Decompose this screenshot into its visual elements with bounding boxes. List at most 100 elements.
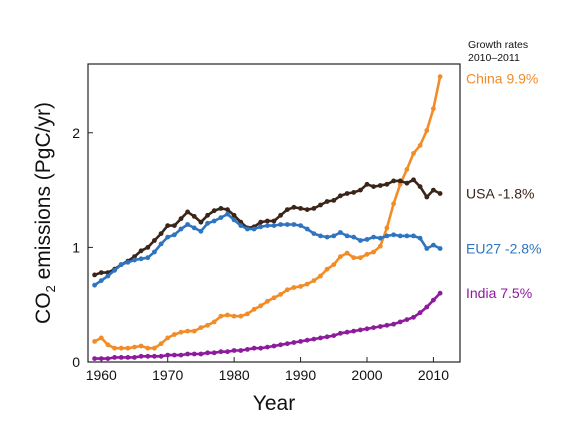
data-point-india (298, 339, 303, 344)
data-point-india (112, 355, 117, 360)
data-point-india (92, 356, 97, 361)
data-point-eu27 (437, 246, 443, 251)
data-point-usa (437, 191, 443, 196)
data-point-usa (291, 204, 297, 210)
data-point-china (391, 201, 396, 207)
data-point-india (431, 297, 436, 303)
data-point-india (364, 326, 370, 332)
data-point-eu27 (311, 231, 317, 237)
data-point-usa (138, 248, 144, 254)
data-point-usa (284, 207, 290, 213)
data-point-india (211, 350, 217, 356)
data-point-china (291, 285, 297, 290)
data-point-india (265, 344, 270, 350)
data-point-usa (185, 209, 191, 215)
data-point-china (338, 254, 343, 259)
data-point-india (384, 322, 390, 328)
data-point-china (304, 281, 310, 287)
data-point-china (138, 343, 144, 349)
data-point-eu27 (384, 233, 390, 239)
data-point-india (258, 345, 264, 351)
data-point-eu27 (284, 222, 290, 227)
data-point-india (158, 353, 164, 359)
data-point-usa (278, 212, 283, 218)
data-point-eu27 (431, 242, 436, 248)
data-point-usa (384, 181, 390, 187)
legend-label-eu27: EU27 -2.8% (466, 241, 541, 257)
data-point-india (231, 348, 237, 353)
data-point-india (251, 345, 257, 351)
data-point-usa (271, 218, 277, 224)
data-point-india (324, 334, 330, 340)
data-point-eu27 (165, 234, 171, 240)
data-point-eu27 (404, 233, 410, 239)
data-point-usa (404, 180, 410, 186)
data-point-india (178, 352, 184, 358)
y-axis-title-main: CO (32, 292, 55, 324)
data-point-usa (298, 206, 303, 211)
data-point-usa (218, 206, 224, 211)
data-point-india (331, 333, 337, 338)
data-point-eu27 (265, 223, 270, 229)
data-point-eu27 (205, 220, 211, 226)
data-point-usa (205, 212, 211, 218)
data-point-india (185, 351, 191, 357)
data-point-eu27 (397, 233, 403, 239)
data-point-eu27 (105, 273, 111, 279)
series-china (92, 74, 443, 351)
plot-frame (87, 63, 461, 363)
data-point-usa (331, 198, 337, 203)
data-point-india (291, 340, 297, 345)
data-point-china (417, 143, 423, 148)
data-point-usa (172, 223, 177, 229)
data-point-china (152, 345, 157, 351)
data-point-china (98, 335, 104, 341)
data-point-china (424, 128, 430, 133)
data-point-china (112, 345, 117, 351)
y-tick-label: 2 (72, 125, 80, 141)
data-point-india (371, 325, 376, 330)
data-point-eu27 (364, 237, 370, 242)
axis-ticks: 1960 1970 1980 1990 2000 2010 0 1 2 (72, 125, 449, 383)
data-point-china (311, 278, 317, 283)
data-point-china (265, 298, 270, 304)
data-point-usa (211, 208, 217, 214)
data-point-india (424, 304, 430, 310)
data-point-india (172, 352, 177, 358)
data-point-china (271, 295, 277, 301)
data-point-usa (338, 193, 343, 199)
data-point-china (364, 251, 370, 257)
data-point-eu27 (278, 222, 283, 227)
data-point-china (92, 339, 97, 344)
data-point-china (185, 328, 191, 334)
data-point-india (304, 337, 310, 343)
series-line-china (93, 75, 442, 350)
data-point-eu27 (98, 278, 104, 283)
data-point-usa (178, 216, 184, 222)
legend-label-china: China 9.9% (466, 71, 538, 87)
data-point-usa (258, 219, 264, 225)
data-point-eu27 (358, 238, 363, 243)
data-point-usa (371, 184, 376, 190)
data-point-india (205, 350, 211, 356)
data-point-china (245, 311, 250, 317)
y-tick-label: 1 (72, 239, 80, 255)
data-point-eu27 (391, 232, 396, 238)
data-point-china (125, 345, 131, 351)
data-point-china (211, 319, 217, 325)
data-point-india (218, 349, 224, 355)
data-point-china (145, 345, 151, 351)
data-point-eu27 (138, 256, 144, 262)
data-point-eu27 (251, 226, 257, 232)
data-point-eu27 (377, 235, 383, 241)
data-point-china (198, 325, 204, 330)
data-point-china (351, 255, 357, 261)
x-tick-label: 1960 (86, 367, 117, 383)
data-point-china (358, 255, 363, 261)
data-point-usa (431, 187, 436, 193)
data-point-usa (417, 184, 423, 190)
data-point-china (324, 266, 330, 272)
data-point-eu27 (371, 234, 376, 240)
data-point-usa (225, 207, 230, 213)
data-point-eu27 (424, 246, 430, 251)
